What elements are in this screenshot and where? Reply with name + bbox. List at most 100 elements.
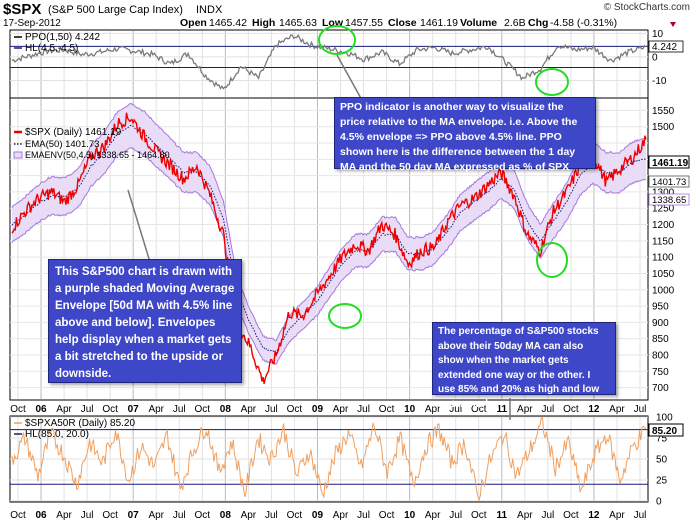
breadth-legend: $SPXA50R (Daily) 85.20 HL(85.0, 20.0) [14, 418, 135, 440]
highlight-circle-ppo-top [318, 25, 356, 55]
ppo-legend-text: PPO(1,50) 4.242 [25, 32, 100, 43]
breadth-y-tick-label: 100 [656, 413, 673, 424]
x-tick-label: Oct [471, 404, 487, 415]
price-y-tick-label: 1050 [652, 269, 675, 280]
env-legend-text: EMAENV(50,4.5) 1338.65 - 1464.80 [25, 150, 170, 160]
x-tick-label: Jul [541, 404, 554, 415]
annotation-arrows [127, 54, 511, 420]
spx-legend-text: $SPX (Daily) 1461.19 [25, 127, 122, 138]
ppo-series-line [11, 33, 647, 90]
ppo-layer [10, 33, 648, 90]
breadth-tag-box [648, 423, 684, 437]
price-y-tick-label: 950 [652, 302, 669, 313]
highlight-circles [318, 25, 569, 329]
chg-value: -4.58 (-0.31%) [550, 17, 617, 29]
x-tick-label: 12 [588, 404, 600, 415]
price-legend: $SPX (Daily) 1461.19 EMA(50) 1401.73 EMA… [13, 127, 170, 160]
x-tick-label: Jul [265, 404, 278, 415]
breadth-y-tick-label: 0 [656, 497, 662, 508]
close-value: 1461.19 [420, 17, 458, 29]
x-tick-label: Jul [449, 404, 462, 415]
x-tick-label: Jul [357, 404, 370, 415]
ema-envelope-band [12, 103, 646, 365]
watermark: © StockCharts.com [604, 2, 690, 13]
symbol-name: (S&P 500 Large Cap Index) [48, 4, 183, 16]
x-tick-label: Jul [634, 404, 647, 415]
axis-layer: Oct Oct 06 06 Apr Apr Jul Jul Oct Oct 07 07 Apr Apr Ju… [10, 29, 676, 521]
x-tick-label-bottom: 07 [128, 510, 140, 521]
x-tick-label-bottom: Apr [425, 510, 441, 521]
hl1-legend-text: HL(4.5,-4.5) [25, 43, 78, 54]
x-tick-label-bottom: Apr [333, 510, 349, 521]
x-tick-label-bottom: Oct [195, 510, 211, 521]
ppo-y-tick-label: 10 [652, 29, 664, 40]
x-tick-label-bottom: Jul [541, 510, 554, 521]
highlight-circle-price-2009 [328, 303, 362, 329]
high-value: 1465.63 [279, 17, 317, 29]
volume-value: 2.6B [504, 17, 526, 29]
x-tick-label: Oct [10, 404, 26, 415]
symbol-title: $SPX [3, 1, 41, 18]
price-y-tick-label: 900 [652, 318, 669, 329]
x-tick-label-bottom: 09 [312, 510, 324, 521]
x-tick-label-bottom: 10 [404, 510, 416, 521]
x-tick-label-bottom: 08 [220, 510, 232, 521]
price-y-tick-label: 1000 [652, 285, 675, 296]
x-tick-label-bottom: 06 [35, 510, 47, 521]
x-tick-label-bottom: Jul [634, 510, 647, 521]
price-layer [11, 102, 647, 384]
x-tick-label: Apr [56, 404, 72, 415]
breadth-legend-text: $SPXA50R (Daily) 85.20 [25, 418, 135, 429]
x-tick-label-bottom: Jul [449, 510, 462, 521]
ppo-tag-box [648, 40, 684, 53]
x-tick-label: Oct [287, 404, 303, 415]
x-tick-label-bottom: Oct [563, 510, 579, 521]
x-tick-label-bottom: Apr [517, 510, 533, 521]
x-tick-label-bottom: Oct [102, 510, 118, 521]
spx-price-line [11, 112, 647, 384]
x-tick-label: Apr [517, 404, 533, 415]
breadth-y-tick-label: 25 [656, 476, 668, 487]
x-tick-label: Apr [609, 404, 625, 415]
close-tag-box [648, 155, 690, 169]
x-tick-label: Oct [563, 404, 579, 415]
ppo-tag: 4.242 [652, 42, 677, 53]
price-y-tick-label: 1550 [652, 106, 675, 117]
x-tick-label: Oct [195, 404, 211, 415]
ema-tag: 1401.73 [652, 177, 686, 188]
x-tick-label: 11 [496, 404, 507, 415]
price-y-tick-label: 850 [652, 334, 669, 345]
ppo-panel-frame [9, 29, 649, 99]
x-tick-label: Jul [81, 404, 94, 415]
close-label: Close [388, 17, 417, 29]
ohlc-readout: Open 1465.42 High 1465.63 Low 1457.55 Cl… [180, 17, 676, 29]
x-tick-label-bottom: 12 [588, 510, 600, 521]
breadth-annotation: The percentage of S&P500 stocks above th… [432, 322, 616, 410]
ema-tag-box [648, 175, 690, 188]
hl2-legend-text: HL(85.0, 20.0) [25, 429, 89, 440]
x-tick-label: Jul [173, 404, 186, 415]
breadth-series-line [11, 417, 647, 502]
price-y-tick-label: 1100 [652, 253, 674, 264]
x-tick-label: Apr [333, 404, 349, 415]
price-y-tick-label: 1150 [652, 236, 674, 247]
env-tag-box [648, 193, 690, 206]
ema-legend-text: EMA(50) 1401.73 [25, 139, 99, 150]
x-tick-label: Oct [102, 404, 118, 415]
x-tick-label-bottom: Jul [173, 510, 186, 521]
x-tick-label: Apr [148, 404, 164, 415]
x-tick-label: 10 [404, 404, 416, 415]
price-y-tick-label: 1250 [652, 204, 675, 215]
low-value: 1457.55 [345, 17, 383, 29]
x-tick-label-bottom: Oct [287, 510, 303, 521]
breadth-y-tick-label: 50 [656, 455, 668, 466]
highlight-circle-ppo-bottom [535, 68, 569, 96]
exchange-label: INDX [196, 4, 223, 16]
ppo-y-tick-label: 0 [652, 52, 658, 63]
price-y-tick-label: 750 [652, 367, 669, 378]
x-tick-label-bottom: Oct [379, 510, 395, 521]
arrow-ppo-top [336, 54, 364, 103]
breadth-y-tick-label: 75 [656, 434, 668, 445]
price-y-tick-label: 800 [652, 350, 669, 361]
